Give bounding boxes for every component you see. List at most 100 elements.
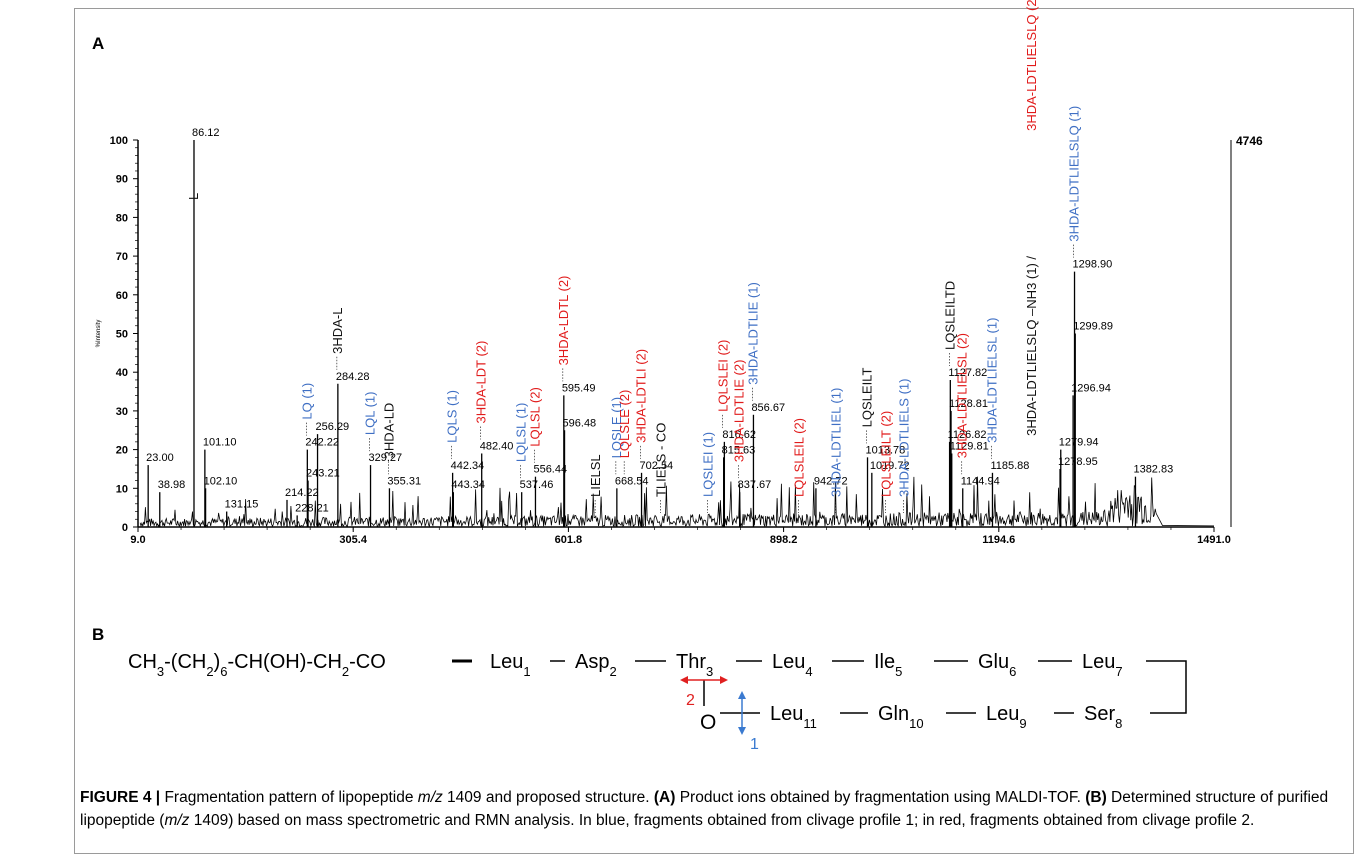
y-tick-label: 0 <box>122 522 128 534</box>
panel-a-label: A <box>92 34 104 53</box>
fragment-annotations: L LQ (1) 3HDA-L LQL (1) 3HDA-LD LQLS (1) 3HDA-… <box>186 0 1082 513</box>
fragment-annotation: LQ (1) <box>299 383 314 420</box>
caption-part-b: (B) <box>1085 789 1107 806</box>
peak-mz-label: 1278.95 <box>1058 456 1098 468</box>
fragment-annotation: 3HDA-L <box>330 308 345 354</box>
peak-mz-label: 556.44 <box>533 464 567 476</box>
x-tick-label: 1491.0 <box>1197 534 1231 546</box>
peak-mz-label: 243.21 <box>306 468 340 480</box>
peak-mz-label: 816.62 <box>722 429 756 441</box>
fragment-annotation: LQLSLEI (2) <box>716 340 731 412</box>
fragment-annotation: 3HDA-LDTLIELSL (2) <box>955 333 970 458</box>
caption-mz-2: m/z <box>164 812 190 829</box>
fragment-annotation: LQLSLE (2) <box>617 390 632 459</box>
fragment-annotation: LQSLE (1) <box>609 397 624 458</box>
fragment-annotation: 3HDA-LDTLIE (2) <box>732 360 747 463</box>
fragment-annotation: 3HDA-LDTLIEL (1) <box>828 388 843 497</box>
peak-mz-label: 668.54 <box>615 475 649 487</box>
x-tick-label: 601.8 <box>555 534 583 546</box>
x-tick-label: 898.2 <box>770 534 798 546</box>
peak-mz-label: 131.15 <box>225 499 259 511</box>
residue-ser8: Ser8 <box>1084 703 1122 731</box>
peak-mz-label: 1019.72 <box>870 460 910 472</box>
y-tick-label: 70 <box>116 251 128 263</box>
peak-mz-label: 1298.90 <box>1073 259 1113 271</box>
peak-mz-label: 1296.94 <box>1071 382 1111 394</box>
peak-mz-label: 1382.83 <box>1133 464 1173 476</box>
peak-mz-label: 596.48 <box>563 417 597 429</box>
caption-part-a-text: Product ions obtained by fragmentation u… <box>675 789 1086 806</box>
peak-mz-label: 815.63 <box>722 444 756 456</box>
peak-mz-label: 837.67 <box>738 479 772 491</box>
peak-mz-label: 443.34 <box>451 479 485 491</box>
peak-mz-label: 102.10 <box>204 475 238 487</box>
peak-mz-label: 214.22 <box>285 487 319 499</box>
arrowhead-up <box>738 691 746 699</box>
fragment-annotation: 3HDA-LDT (2) <box>474 341 489 424</box>
y-tick-label: 30 <box>116 406 128 418</box>
fatty-acid-chain: CH3-(CH2)6-CH(OH)-CH2-CO <box>128 651 386 679</box>
fragment-annotation: TLIELS - CO <box>653 423 668 497</box>
fragment-annotation: LQLS (1) <box>445 390 460 443</box>
figure-frame <box>74 8 1354 854</box>
peak-mz-label: 242.22 <box>305 437 339 449</box>
arrowhead-left <box>680 676 688 684</box>
peak-mz-label: 1299.89 <box>1073 321 1113 333</box>
y-tick-label: 40 <box>116 367 128 379</box>
fragment-annotation: LQLSLEILT (2) <box>879 411 894 497</box>
y-tick-label: 100 <box>110 135 128 147</box>
peak-mz-label: 537.46 <box>520 479 554 491</box>
fragment-annotation: LQSLEILTD <box>942 281 957 350</box>
peak-mz-label: 856.67 <box>751 402 785 414</box>
fragment-annotation: 3HDA-LDTLI (2) <box>634 349 649 443</box>
fragment-annotation: L <box>186 193 201 200</box>
fragment-annotation: 3HDA-LDTLIELSLQ –NH3 (1) / <box>1024 256 1039 436</box>
caption-part-b-text-1: Determined structure of purified lipopep… <box>80 789 1329 829</box>
x-tick-label: 305.4 <box>339 534 367 546</box>
residue-leu9: Leu9 <box>986 703 1027 731</box>
figure-caption: FIGURE 4 | Fragmentation pattern of lipo… <box>80 786 1348 832</box>
peak-labels: 23.00 38.98 86.12 101.10 102.10 131.15 214.22 2… <box>146 127 1173 527</box>
peak-mz-label: 1128.81 <box>949 398 988 410</box>
caption-mz-1: m/z <box>417 789 443 806</box>
residue-thr3: Thr3 <box>676 651 713 679</box>
residue-leu4: Leu4 <box>772 651 813 679</box>
residue-ile5: Ile5 <box>874 651 902 679</box>
macrocycle-bracket <box>1146 660 1187 714</box>
peak-mz-label: 1127.82 <box>948 367 987 379</box>
peak-mz-label: 101.10 <box>203 437 237 449</box>
y-axis-title: %Intensity <box>96 320 102 348</box>
caption-figure-label: FIGURE 4 | <box>80 789 161 806</box>
caption-text-1: Fragmentation pattern of lipopeptide <box>160 789 418 806</box>
y-tick-label: 80 <box>116 212 128 224</box>
peak-mz-label: 23.00 <box>146 452 174 464</box>
x-tick-label: 1194.6 <box>982 534 1015 546</box>
fragment-annotation: LQL (1) <box>363 391 378 435</box>
peak-mz-label: 1126.82 <box>948 429 987 441</box>
peak-mz-label: 595.49 <box>562 382 596 394</box>
residue-leu11: Leu11 <box>770 703 817 731</box>
fragment-annotation: LQLSL (2) <box>527 387 542 447</box>
fragment-annotation: 3HDA-LDTLIELSL (1) <box>984 318 999 443</box>
y-tick-label: 20 <box>116 445 128 457</box>
ester-oxygen: O <box>700 711 716 734</box>
fragment-annotation: LIELSL <box>588 454 603 497</box>
peak-mz-label: 38.98 <box>158 479 186 491</box>
fragment-annotation: LQLSLEIL (2) <box>791 418 806 497</box>
x-tick-label: 9.0 <box>130 534 145 546</box>
y-tick-label: 10 <box>116 483 128 495</box>
residue-gln10: Gln10 <box>878 703 924 731</box>
arrowhead-down <box>738 727 746 735</box>
peak-mz-label: 1279.94 <box>1059 437 1099 449</box>
peak-mz-label: 942.72 <box>814 475 848 487</box>
max-intensity-label: 4746 <box>1236 134 1263 148</box>
peak-mz-label: 329.27 <box>369 452 403 464</box>
y-tick-label: 50 <box>116 329 128 341</box>
peak-mz-label: 1185.88 <box>990 460 1029 472</box>
fragment-annotation: LQLSL (1) <box>514 403 529 463</box>
fragment-annotation: 3HDA-LDTLIELS (1) <box>897 379 912 497</box>
peak-mz-label: 1129.81 <box>950 440 989 452</box>
caption-part-a: (A) <box>653 789 676 806</box>
fragment-annotation: 3HDA-LD <box>381 403 396 459</box>
